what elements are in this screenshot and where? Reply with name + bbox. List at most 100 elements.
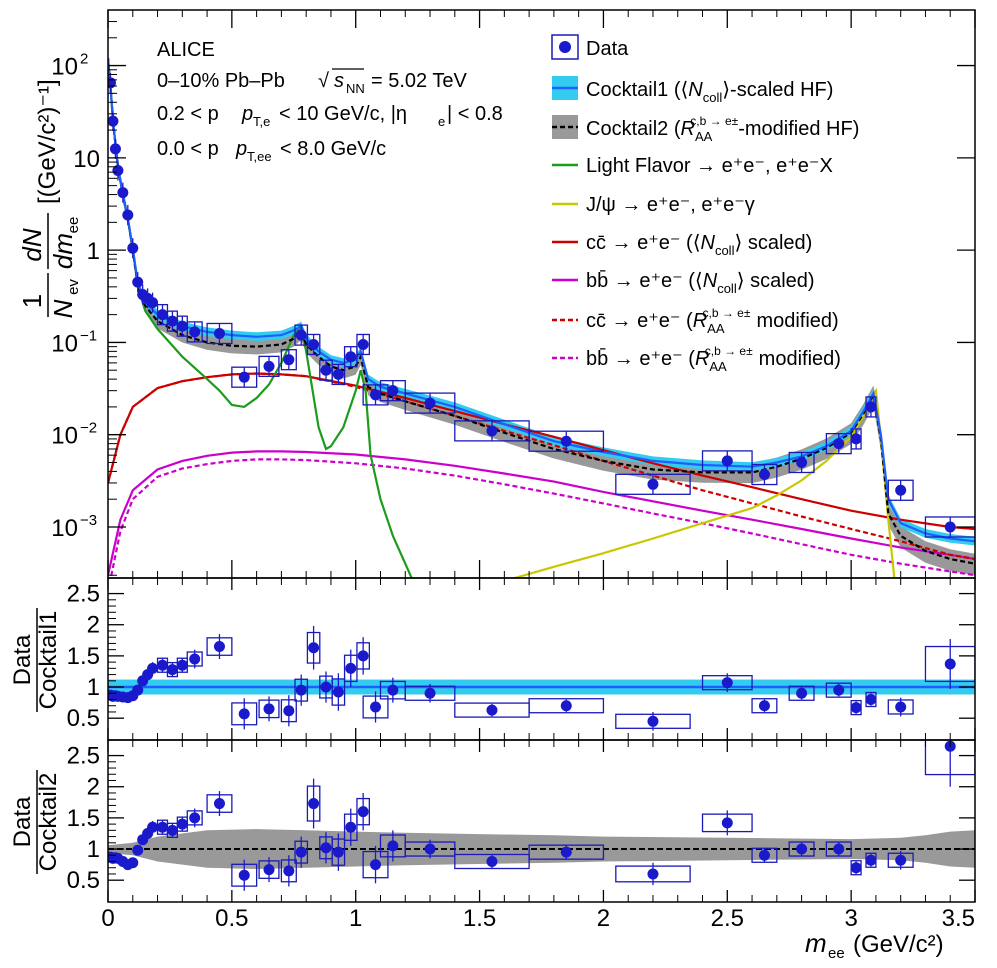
r2-data-point	[615, 862, 691, 886]
data-marker	[189, 326, 201, 338]
r2-data-point	[825, 841, 852, 857]
main-ytick-exp: 2	[80, 51, 88, 68]
data-marker	[213, 327, 225, 339]
data-marker	[189, 653, 201, 665]
r2-data-point	[788, 841, 815, 857]
data-point	[379, 380, 406, 402]
ratio1-marks	[108, 625, 975, 731]
data-marker	[308, 798, 320, 810]
xlabel-ee: ee	[828, 945, 845, 962]
r2-data-point	[865, 852, 877, 868]
r2-data-point	[176, 816, 188, 832]
legend-data-label: Data	[586, 38, 629, 60]
info-pte-sub: T,e	[253, 114, 270, 129]
data-marker	[895, 484, 907, 496]
r1-data-point	[615, 711, 691, 731]
r2-data-point	[132, 844, 144, 856]
data-marker	[117, 187, 129, 199]
data-point	[306, 333, 321, 356]
data-marker	[147, 297, 159, 309]
data-marker	[295, 846, 307, 858]
x-tick-label: 2.5	[711, 905, 744, 932]
ylabel-dn: dN	[17, 228, 47, 261]
data-point	[528, 430, 605, 452]
data-marker	[108, 115, 119, 127]
legend-bbm-b: modified)	[759, 348, 841, 370]
x-axis-title: m ee (GeV/c²)	[805, 928, 944, 962]
data-marker	[721, 817, 733, 829]
data-marker	[833, 843, 845, 855]
legend-data-marker	[559, 41, 571, 53]
data-point	[231, 366, 258, 388]
data-marker	[758, 700, 770, 712]
data-point	[362, 384, 389, 406]
r1-data-point	[356, 637, 370, 675]
data-marker	[263, 360, 275, 372]
data-marker	[560, 846, 572, 858]
r2-ytick-label: 1	[87, 836, 100, 863]
legend-ccm-label: cc̄ → e⁺e⁻ (RAAc,b → e± modified)	[586, 306, 839, 336]
data-marker	[357, 338, 369, 350]
r2-ytick-label: 2	[87, 774, 100, 801]
data-marker	[320, 681, 332, 693]
r1-ytick-label: 2.5	[67, 581, 100, 608]
x-tick-label: 3.5	[942, 905, 975, 932]
r2-data-point	[258, 857, 280, 883]
legend-c2-label: Cocktail2 (RAAc,b → e±-modified HF)	[586, 114, 859, 144]
r2-data-point	[362, 845, 389, 884]
data-marker	[176, 320, 188, 332]
data-point	[206, 322, 233, 345]
cocktail1-curve	[108, 58, 975, 543]
r1-data-point	[404, 683, 456, 703]
ratio1-ylabel-num: Data	[9, 634, 36, 685]
data-marker	[166, 824, 178, 836]
data-marker	[176, 659, 188, 671]
r1-data-point	[865, 691, 877, 708]
legend-ccm-a: cc̄ → e⁺e⁻ (	[586, 310, 693, 332]
r2-data-point	[306, 778, 321, 829]
r1-data-point	[186, 649, 203, 669]
r2-data-point	[701, 810, 753, 836]
main-frame	[107, 9, 976, 579]
data-point	[356, 333, 370, 356]
data-point	[122, 205, 134, 226]
data-marker	[895, 854, 907, 866]
r1-data-point	[701, 673, 753, 693]
data-marker	[387, 840, 399, 852]
data-marker	[796, 843, 808, 855]
data-marker	[263, 703, 275, 715]
data-marker	[345, 351, 357, 363]
syst-box	[788, 685, 815, 701]
legend-c2-r: R	[680, 118, 694, 140]
ylabel-unit: [(GeV/c²)⁻¹]	[34, 79, 61, 204]
data-marker	[213, 641, 225, 653]
x-tick-label: 0	[101, 905, 114, 932]
r2-ytick-label: 0.5	[67, 867, 100, 894]
data-marker	[238, 371, 250, 383]
main-ytick-exp: −2	[80, 420, 97, 437]
data-marker	[156, 821, 168, 833]
data-marker	[721, 455, 733, 467]
syst-box	[825, 682, 852, 698]
ratio2-ylabel-den: Cocktail2	[35, 773, 62, 872]
data-marker	[332, 846, 344, 858]
legend-entry-cc-mod: cc̄ → e⁺e⁻ (RAAc,b → e± modified)	[552, 306, 839, 336]
data-marker	[345, 662, 357, 674]
data-point	[108, 72, 116, 93]
data-marker	[944, 658, 956, 670]
legend-lf-label: Light Flavor → e⁺e⁻, e⁺e⁻X	[586, 155, 833, 177]
data-point	[112, 160, 124, 181]
data-point	[117, 182, 129, 203]
legend-bbm-aa: AA	[709, 359, 727, 374]
data-point	[132, 272, 144, 293]
legend-c2-b: -modified HF)	[738, 118, 859, 140]
r1-data-point	[362, 691, 389, 723]
ratio2-marks	[108, 740, 975, 891]
legend-entry-jpsi: J/ψ → e⁺e⁻, e⁺e⁻γ	[552, 194, 755, 216]
r1-data-point	[132, 684, 144, 696]
legend: Data Cocktail1 (⟨Ncoll⟩-scaled HF) Cockt…	[551, 34, 859, 374]
data-marker	[865, 401, 877, 413]
ratio1-y-axis-title: Data Cocktail1	[9, 608, 62, 712]
r2-data-point	[127, 857, 139, 869]
data-point	[701, 450, 753, 472]
